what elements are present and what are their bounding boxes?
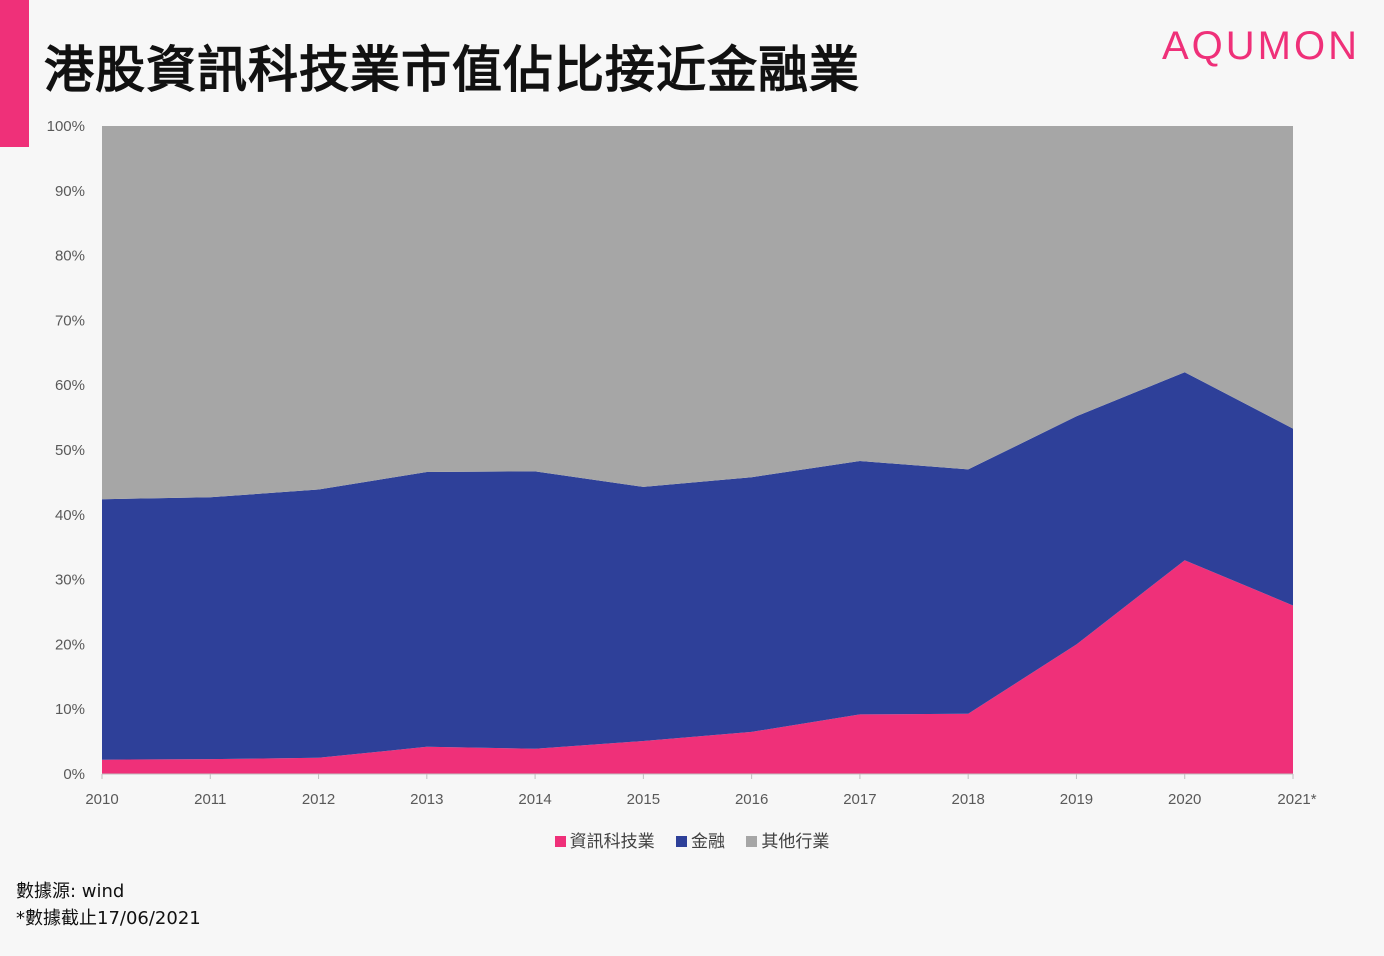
x-tick-label: 2021* xyxy=(1277,791,1316,808)
x-tick-label: 2017 xyxy=(843,791,876,808)
legend-item-other: 其他行業 xyxy=(746,827,829,852)
x-tick-label: 2020 xyxy=(1168,791,1201,808)
y-tick-label: 20% xyxy=(55,636,85,653)
y-tick-label: 10% xyxy=(55,701,85,718)
area-series-2 xyxy=(102,126,1293,500)
x-tick-label: 2019 xyxy=(1060,791,1093,808)
x-tick-label: 2011 xyxy=(194,791,226,808)
y-tick-label: 40% xyxy=(55,507,85,524)
y-tick-label: 90% xyxy=(55,183,85,200)
data-cutoff-note: *數據截止17/06/2021 xyxy=(16,908,201,929)
accent-bar xyxy=(0,0,29,147)
y-tick-label: 0% xyxy=(63,766,85,783)
y-tick-label: 100% xyxy=(47,118,85,135)
legend-label-finance: 金融 xyxy=(691,832,725,852)
y-tick-label: 70% xyxy=(55,312,85,329)
legend-item-finance: 金融 xyxy=(676,827,725,852)
brand-logo: AQUMON xyxy=(1162,24,1360,68)
chart-legend: 資訊科技業 金融 其他行業 xyxy=(0,827,1384,852)
x-tick-label: 2016 xyxy=(735,791,768,808)
y-tick-label: 80% xyxy=(55,248,85,265)
x-tick-label: 2014 xyxy=(518,791,551,808)
source-note: 數據源: wind *數據截止17/06/2021 xyxy=(16,878,201,932)
x-tick-label: 2012 xyxy=(302,791,335,808)
y-tick-label: 30% xyxy=(55,572,85,589)
y-tick-label: 50% xyxy=(55,442,85,459)
page-title: 港股資訊科技業市值佔比接近金融業 xyxy=(44,41,860,99)
x-tick-label: 2015 xyxy=(627,791,660,808)
x-tick-label: 2018 xyxy=(951,791,984,808)
area-series-1 xyxy=(102,372,1293,760)
legend-swatch-finance xyxy=(676,836,687,847)
legend-swatch-other xyxy=(746,836,758,847)
area-series-0 xyxy=(102,560,1293,774)
legend-swatch-tech xyxy=(554,836,566,847)
stacked-area-chart: 0% 10% 20% 30% 40% 50% 60% 70% 80% 90% 100% 2010 201… xyxy=(47,118,1317,808)
legend-label-tech: 資訊科技業 xyxy=(569,832,655,852)
source-line: 數據源: wind xyxy=(16,881,125,902)
legend-item-tech: 資訊科技業 xyxy=(554,827,655,852)
y-tick-label: 60% xyxy=(55,377,85,394)
legend-label-other: 其他行業 xyxy=(761,832,830,852)
x-tick-label: 2013 xyxy=(410,791,443,808)
x-tick-label: 2010 xyxy=(85,791,118,808)
